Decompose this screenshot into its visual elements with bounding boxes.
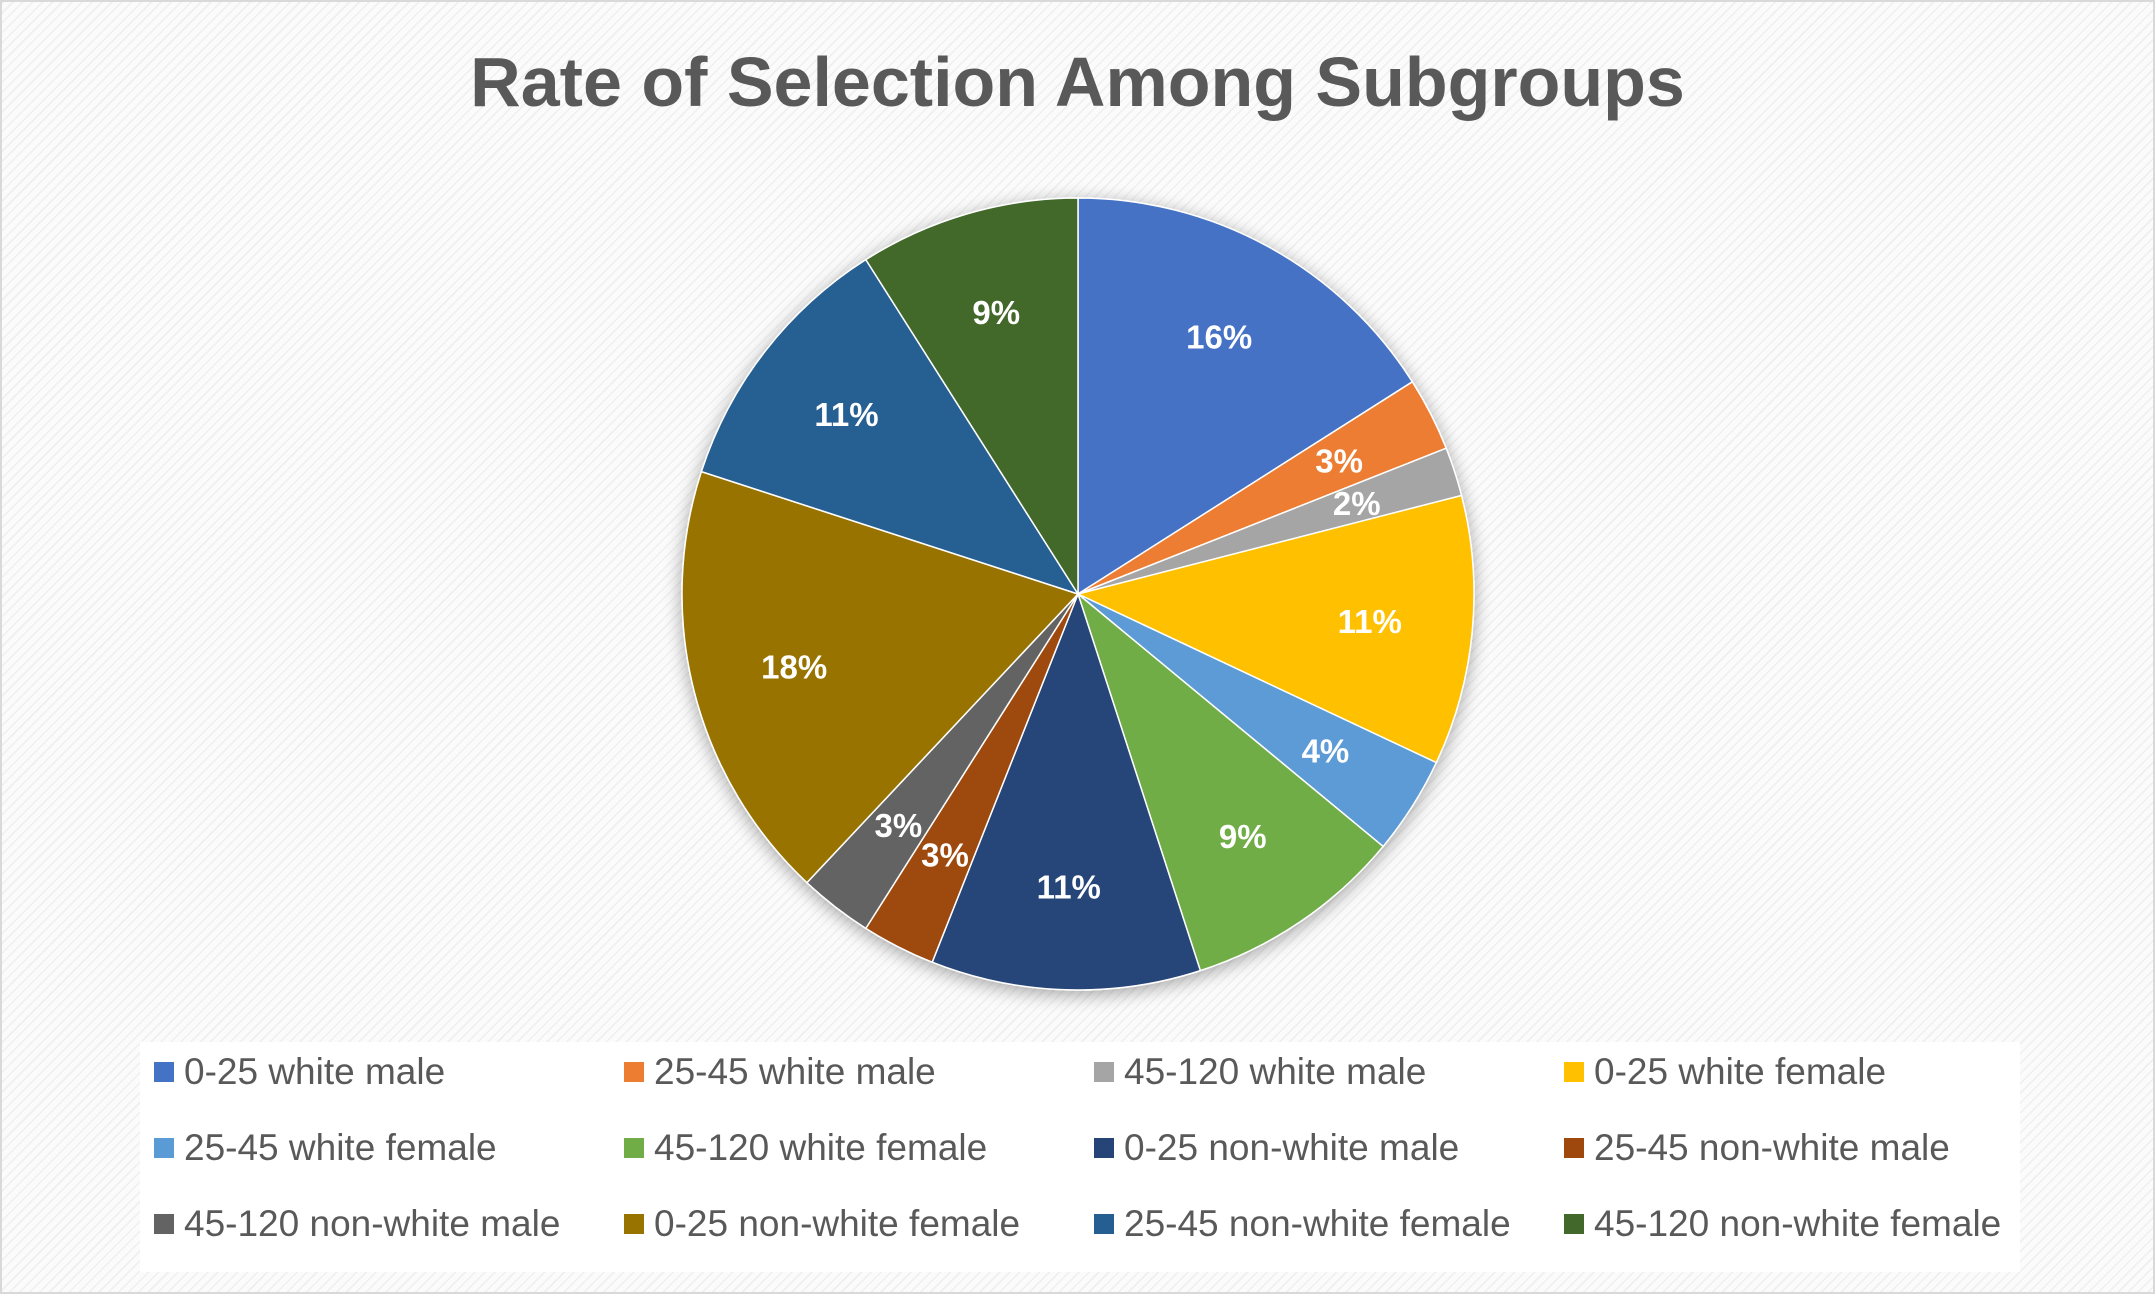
pie-slice-7 <box>931 591 1202 991</box>
slice-data-label: 9% <box>1219 818 1267 855</box>
legend-item: 0-25 non-white female <box>624 1202 1020 1246</box>
legend-label: 0-25 non-white male <box>1124 1127 1460 1168</box>
legend-item: 0-25 white male <box>154 1050 445 1094</box>
pie-slice-4 <box>1075 494 1475 764</box>
pie-slice-1 <box>1077 197 1414 596</box>
slice-data-label: 16% <box>1186 319 1252 356</box>
slice-data-label: 3% <box>921 837 969 874</box>
legend-label: 45-120 white male <box>1124 1051 1427 1092</box>
legend-label: 0-25 white female <box>1594 1051 1887 1092</box>
legend-label: 45-120 non-white male <box>184 1203 561 1244</box>
legend-label: 25-45 non-white female <box>1124 1203 1511 1244</box>
slice-data-label: 2% <box>1333 485 1381 522</box>
legend-swatch <box>624 1138 644 1158</box>
legend-swatch <box>1564 1214 1584 1234</box>
legend: 0-25 white male 25-45 white male 45-120 wh… <box>140 1042 2020 1272</box>
slice-data-label: 3% <box>1315 442 1363 479</box>
slice-data-label: 11% <box>1037 868 1101 905</box>
legend-swatch <box>1094 1214 1114 1234</box>
legend-label: 45-120 white female <box>654 1127 988 1168</box>
legend-swatch <box>154 1062 174 1082</box>
legend-item: 0-25 white female <box>1564 1050 1886 1094</box>
slice-data-label: 18% <box>761 648 827 685</box>
pie-slice-6 <box>1076 591 1385 972</box>
slice-data-label: 11% <box>814 396 878 433</box>
legend-label: 25-45 white female <box>184 1127 497 1168</box>
legend-label: 0-25 non-white female <box>654 1203 1021 1244</box>
pie-slice-11 <box>700 258 1080 596</box>
legend-swatch <box>1564 1138 1584 1158</box>
legend-item: 45-120 non-white female <box>1564 1202 2001 1246</box>
legend-item: 25-45 non-white male <box>1564 1126 1950 1170</box>
legend-swatch <box>154 1214 174 1234</box>
legend-swatch <box>1564 1062 1584 1082</box>
slice-data-label: 4% <box>1302 733 1350 770</box>
legend-swatch <box>1094 1062 1114 1082</box>
legend-item: 25-45 non-white female <box>1094 1202 1511 1246</box>
legend-label: 0-25 white male <box>184 1051 446 1092</box>
legend-swatch <box>624 1214 644 1234</box>
legend-swatch <box>624 1062 644 1082</box>
legend-item: 45-120 white male <box>1094 1050 1426 1094</box>
slice-data-label: 9% <box>972 294 1020 331</box>
pie-slice-10 <box>681 470 1080 884</box>
chart-title: Rate of Selection Among Subgroups <box>470 43 1685 121</box>
legend-label: 25-45 white male <box>654 1051 936 1092</box>
legend-swatch <box>1094 1138 1114 1158</box>
slice-data-label: 3% <box>875 807 923 844</box>
legend-item: 0-25 non-white male <box>1094 1126 1459 1170</box>
legend-label: 25-45 non-white male <box>1594 1127 1950 1168</box>
legend-swatch <box>154 1138 174 1158</box>
legend-item: 25-45 white female <box>154 1126 497 1170</box>
legend-item: 45-120 white female <box>624 1126 987 1170</box>
slice-data-label: 11% <box>1338 603 1402 640</box>
legend-item: 45-120 non-white male <box>154 1202 560 1246</box>
legend-label: 45-120 non-white female <box>1594 1203 2002 1244</box>
pie-slice-12 <box>864 197 1079 597</box>
legend-item: 25-45 white male <box>624 1050 936 1094</box>
